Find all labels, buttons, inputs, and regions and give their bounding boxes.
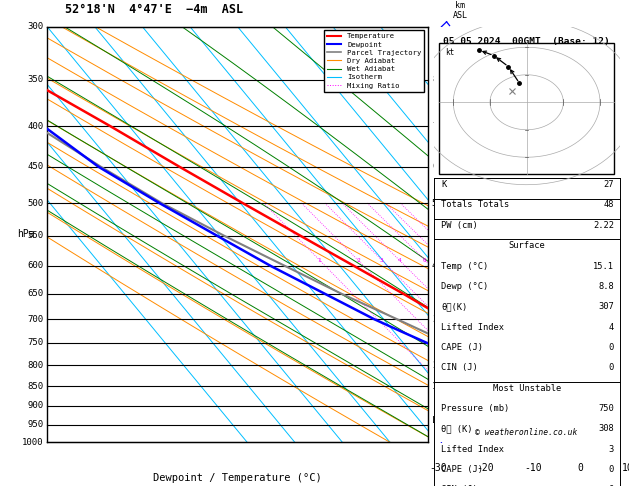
- Text: 8: 8: [442, 258, 445, 262]
- Text: PW (cm): PW (cm): [441, 221, 478, 230]
- Text: Pressure (mb): Pressure (mb): [441, 404, 509, 413]
- Text: CAPE (J): CAPE (J): [441, 465, 483, 474]
- Text: 800: 800: [27, 361, 43, 370]
- Text: 15.1: 15.1: [593, 261, 614, 271]
- Text: 0: 0: [609, 364, 614, 372]
- Text: 7: 7: [432, 122, 437, 131]
- Text: K: K: [441, 180, 447, 189]
- Text: Mixing Ratio (g/kg): Mixing Ratio (g/kg): [484, 191, 494, 278]
- Text: 600: 600: [27, 261, 43, 270]
- Text: 308: 308: [598, 424, 614, 434]
- Text: 350: 350: [27, 75, 43, 85]
- Text: 0: 0: [609, 343, 614, 352]
- Legend: Temperature, Dewpoint, Parcel Trajectory, Dry Adiabat, Wet Adiabat, Isotherm, Mi: Temperature, Dewpoint, Parcel Trajectory…: [324, 30, 425, 91]
- Text: 10: 10: [622, 463, 629, 473]
- Text: Most Unstable: Most Unstable: [493, 383, 561, 393]
- Text: 500: 500: [27, 199, 43, 208]
- Text: 900: 900: [27, 401, 43, 410]
- Text: 3: 3: [380, 258, 384, 262]
- Text: 550: 550: [27, 231, 43, 241]
- Text: 2.22: 2.22: [593, 221, 614, 230]
- Text: km
ASL: km ASL: [453, 1, 468, 20]
- Text: 4: 4: [398, 258, 401, 262]
- Text: θᴇ (K): θᴇ (K): [441, 424, 472, 434]
- Text: LCL: LCL: [432, 417, 448, 425]
- Text: θᴇ(K): θᴇ(K): [441, 302, 467, 311]
- Text: 4: 4: [432, 261, 437, 270]
- Text: 750: 750: [27, 338, 43, 347]
- Text: kt: kt: [445, 48, 454, 56]
- Text: 850: 850: [27, 382, 43, 391]
- Text: 450: 450: [27, 162, 43, 171]
- Text: Dewpoint / Temperature (°C): Dewpoint / Temperature (°C): [153, 473, 322, 484]
- Text: Surface: Surface: [508, 241, 545, 250]
- Text: 52°18'N  4°47'E  −4m  ASL: 52°18'N 4°47'E −4m ASL: [65, 3, 243, 17]
- Text: CIN (J): CIN (J): [441, 364, 478, 372]
- Text: 3: 3: [432, 314, 437, 324]
- Text: -10: -10: [524, 463, 542, 473]
- Text: Totals Totals: Totals Totals: [441, 200, 509, 209]
- Text: 3: 3: [609, 445, 614, 454]
- Text: 700: 700: [27, 314, 43, 324]
- Text: -30: -30: [429, 463, 447, 473]
- Text: -20: -20: [476, 463, 494, 473]
- Text: 2: 2: [432, 361, 437, 370]
- Text: 5: 5: [432, 199, 437, 208]
- Text: 6: 6: [423, 258, 427, 262]
- Text: 8: 8: [432, 75, 437, 85]
- Text: 1000: 1000: [22, 438, 43, 447]
- Text: © weatheronline.co.uk: © weatheronline.co.uk: [476, 428, 578, 437]
- Text: 307: 307: [598, 302, 614, 311]
- Text: 950: 950: [27, 420, 43, 429]
- Text: 300: 300: [27, 22, 43, 31]
- Text: 8.8: 8.8: [598, 282, 614, 291]
- Text: 2: 2: [356, 258, 360, 262]
- Text: 1: 1: [432, 382, 437, 391]
- Text: 650: 650: [27, 289, 43, 298]
- Text: Lifted Index: Lifted Index: [441, 445, 504, 454]
- Text: 4: 4: [609, 323, 614, 331]
- Text: 1: 1: [318, 258, 321, 262]
- Text: CAPE (J): CAPE (J): [441, 343, 483, 352]
- Text: 27: 27: [603, 180, 614, 189]
- Text: 6: 6: [432, 162, 437, 171]
- Text: Lifted Index: Lifted Index: [441, 323, 504, 331]
- Text: hPa: hPa: [18, 229, 35, 240]
- Text: 48: 48: [603, 200, 614, 209]
- Text: Dewp (°C): Dewp (°C): [441, 282, 489, 291]
- Text: 0: 0: [577, 463, 583, 473]
- Text: 05.05.2024  00GMT  (Base: 12): 05.05.2024 00GMT (Base: 12): [443, 37, 610, 46]
- Text: 400: 400: [27, 122, 43, 131]
- Text: 0: 0: [609, 465, 614, 474]
- Text: Temp (°C): Temp (°C): [441, 261, 489, 271]
- Text: 750: 750: [598, 404, 614, 413]
- Bar: [439, 43, 614, 174]
